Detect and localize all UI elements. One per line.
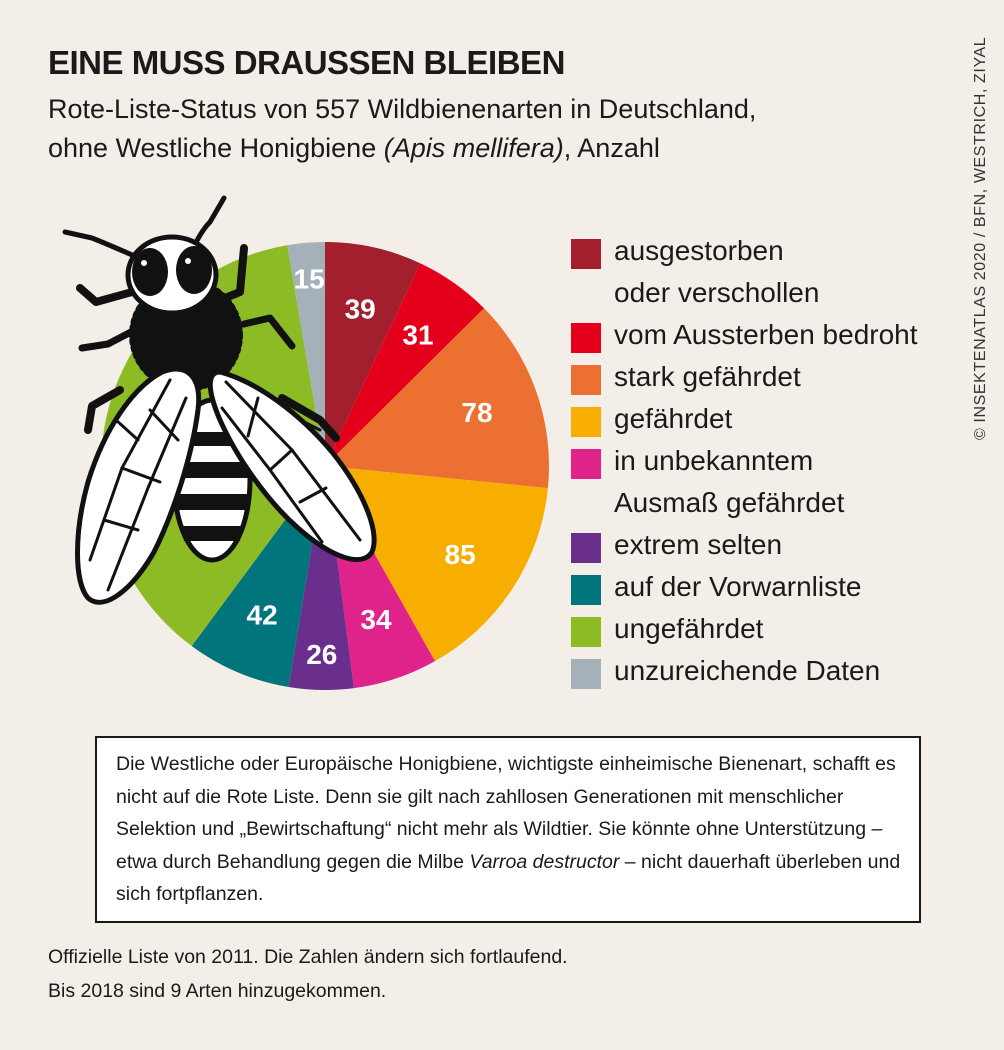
info-text-end: – nicht dauerhaft überleben und sich for… [116, 850, 901, 906]
pie-slice [325, 308, 549, 489]
legend-item: in unbekanntem Ausmaß gefährdet [571, 440, 918, 524]
pie-value-label: 15 [294, 264, 325, 295]
legend-label-cont: oder verschollen [614, 277, 820, 308]
legend-swatch [571, 407, 601, 437]
legend-item: ausgestorben oder verschollen [571, 230, 918, 314]
legend-label: auf der Vorwarnliste [614, 571, 862, 602]
legend-label: extrem selten [614, 529, 783, 560]
legend-item: auf der Vorwarnliste [571, 566, 918, 608]
info-text-italic: Varroa destructor [469, 850, 620, 873]
subtitle-line-2-start: ohne Westliche Honigbiene [48, 133, 384, 164]
legend-item: stark gefährdet [571, 356, 918, 398]
bee-right-wing [207, 369, 377, 563]
subtitle-line-2-end: , Anzahl [563, 133, 660, 164]
pie-slice [325, 263, 485, 466]
legend-swatch [571, 239, 601, 269]
legend-swatch [571, 575, 601, 605]
pie-value-label: 42 [247, 600, 278, 631]
legend-item: ungefährdet [571, 608, 918, 650]
chart-legend: ausgestorben oder verschollen vom Ausster… [571, 230, 918, 692]
legend-swatch [571, 323, 601, 353]
legend-label-cont: Ausmaß gefährdet [614, 487, 845, 518]
legend-swatch [571, 533, 601, 563]
pie-value-label: 31 [402, 319, 433, 350]
pie-value-label: 85 [445, 539, 476, 570]
pie-slice [325, 242, 421, 466]
legend-label: stark gefährdet [614, 361, 801, 392]
pie-value-labels: 3931788534264220715 [123, 264, 493, 671]
pie-value-label: 26 [306, 639, 337, 670]
info-text: Die Westliche oder Europäische Honigbien… [116, 753, 896, 873]
chart-title: EINE MUSS DRAUSSEN BLEIBEN [48, 44, 565, 81]
pie-value-label: 39 [345, 294, 376, 325]
pie-value-label: 78 [461, 397, 492, 428]
chart-subtitle: Rote-Liste-Status von 557 Wildbienenarte… [48, 90, 868, 168]
pie-slice [288, 466, 354, 691]
pie-slice [325, 466, 548, 662]
legend-label: gefährdet [614, 403, 733, 434]
legend-label: unzureichende Daten [614, 655, 881, 686]
subtitle-line-1: Rote-Liste-Status von 557 Wildbienenarte… [48, 94, 757, 124]
legend-item: vom Aussterben bedroht [571, 314, 918, 356]
legend-label: in unbekanntem [614, 445, 814, 476]
footnote-line-2: Bis 2018 sind 9 Arten hinzugekommen. [48, 980, 387, 1002]
legend-item: extrem selten [571, 524, 918, 566]
legend-label: ungefährdet [614, 613, 764, 644]
pie-slice [287, 242, 325, 466]
subtitle-species-name: (Apis mellifera) [383, 133, 564, 164]
legend-label: vom Aussterben bedroht [614, 319, 918, 350]
pie-value-label: 34 [360, 604, 392, 635]
bee-left-wing [75, 366, 202, 605]
legend-swatch [571, 365, 601, 395]
footnote-line-1: Offizielle Liste von 2011. Die Zahlen än… [48, 946, 568, 968]
pie-chart: 3931788534264220715 [62, 195, 549, 691]
footnote: Offizielle Liste von 2011. Die Zahlen än… [48, 940, 848, 1008]
bee-icon [62, 195, 377, 605]
legend-swatch [571, 659, 601, 689]
legend-swatch [571, 449, 601, 479]
legend-label: ausgestorben [614, 235, 784, 266]
legend-item: gefährdet [571, 398, 918, 440]
legend-swatch [571, 617, 601, 647]
info-box: Die Westliche oder Europäische Honigbien… [95, 736, 921, 923]
legend-item: unzureichende Daten [571, 650, 918, 692]
